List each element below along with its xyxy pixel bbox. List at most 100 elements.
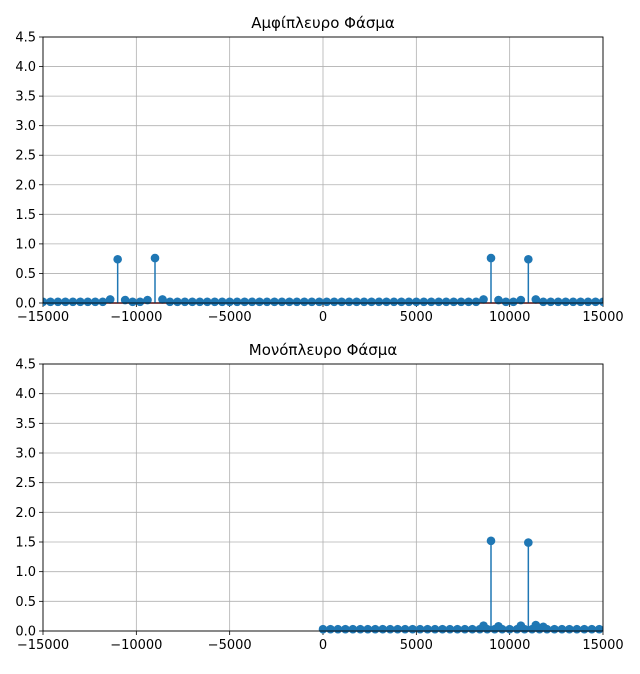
y-tick-label: 4.0 — [15, 387, 36, 402]
stem-marker — [76, 297, 85, 307]
axes-frame — [42, 363, 604, 632]
y-tick-label: 0.0 — [15, 297, 36, 312]
stem-marker — [352, 297, 361, 307]
stem-marker — [143, 295, 152, 305]
stem-marker — [591, 297, 600, 307]
stem-marker — [150, 253, 160, 263]
stem-marker — [337, 297, 346, 307]
stem-marker — [580, 624, 589, 634]
chart-title: Μονόπλευρο Φάσμα — [249, 341, 398, 359]
stem-marker — [572, 624, 582, 634]
stem-marker — [367, 297, 376, 307]
stem-marker — [314, 297, 324, 307]
stem-marker — [385, 624, 395, 634]
stem-marker — [113, 254, 122, 264]
stem-marker — [553, 297, 563, 307]
stem-marker — [277, 297, 287, 307]
stem-marker — [195, 297, 205, 307]
stem-marker — [341, 624, 350, 634]
stem-marker — [217, 297, 227, 307]
y-tick-label: 3.0 — [15, 119, 36, 134]
stem-marker — [516, 295, 526, 305]
stem-marker — [247, 297, 257, 307]
stem-marker — [292, 297, 302, 307]
one-sided-spectrum-panel: −15000 −10000 −5000 0 5000 10000 15000 0.0 0.5 1.… — [15, 341, 623, 653]
stem-marker — [505, 624, 514, 634]
x-tick-label: −15000 — [17, 638, 69, 653]
stem-marker — [468, 624, 477, 634]
x-tick-label: −5000 — [208, 310, 252, 325]
stem-marker — [587, 624, 597, 634]
x-tick-label: −5000 — [208, 638, 252, 653]
x-tick-label: 0 — [319, 310, 327, 325]
x-tick-label: 15000 — [582, 638, 623, 653]
chart-title: Αμφίπλευρο Φάσμα — [251, 14, 395, 32]
stem-marker — [173, 297, 182, 307]
x-tick-label: 5000 — [400, 310, 433, 325]
stem-marker — [486, 536, 496, 546]
y-tick-label: 0.5 — [15, 267, 36, 282]
stem-marker — [408, 624, 417, 634]
stem-marker — [232, 297, 242, 307]
y-tick-label: 4.0 — [15, 60, 36, 75]
stem-marker — [83, 297, 93, 307]
stem-marker — [524, 538, 533, 547]
stem-marker — [90, 297, 100, 307]
stem-marker — [419, 297, 429, 307]
two-sided-spectrum-panel: −15000 −10000 −5000 0 5000 10000 15000 0.0 0.5 1.… — [15, 14, 623, 325]
stem-marker — [576, 297, 585, 307]
x-tick-label: −10000 — [110, 310, 162, 325]
stem-marker — [344, 297, 354, 307]
stem-marker — [53, 297, 63, 307]
stem-marker — [270, 297, 279, 307]
stem-marker — [105, 295, 115, 304]
x-tick-label: −15000 — [17, 310, 69, 325]
stem-marker — [370, 624, 380, 634]
stem-marker — [445, 624, 455, 634]
stem-marker — [285, 297, 294, 307]
stem-marker — [326, 624, 335, 634]
stem-marker — [542, 624, 552, 634]
stem-marker — [583, 297, 593, 307]
stem-series — [43, 253, 603, 307]
x-tick-label: 10000 — [489, 310, 530, 325]
stem-marker — [438, 624, 447, 634]
stem-marker — [333, 624, 343, 634]
y-tick-label: 1.0 — [15, 565, 36, 580]
stem-marker — [61, 297, 70, 307]
y-tick-label: 2.5 — [15, 149, 36, 164]
y-tick-label: 4.5 — [15, 358, 36, 373]
stem-marker — [300, 297, 309, 307]
stem-marker — [359, 297, 369, 307]
stem-marker — [557, 624, 567, 634]
stem-marker — [225, 297, 234, 307]
y-tick-label: 2.5 — [15, 476, 36, 491]
stem-marker — [426, 297, 436, 307]
y-tick-label: 0.5 — [15, 595, 36, 610]
stem-marker — [479, 295, 488, 304]
stem-marker — [329, 297, 339, 307]
y-tick-label: 2.0 — [15, 178, 36, 193]
axes-frame — [42, 36, 604, 304]
stem-marker — [412, 297, 421, 307]
y-tick-label: 3.5 — [15, 417, 36, 432]
stem-marker — [423, 624, 432, 634]
stem-marker — [531, 295, 541, 304]
stem-marker — [68, 297, 78, 307]
stem-marker — [509, 297, 518, 307]
stem-marker — [460, 624, 470, 634]
stem-marker — [46, 297, 55, 307]
stem-marker — [471, 297, 481, 307]
stem-marker — [441, 297, 451, 307]
stem-marker — [404, 297, 414, 307]
stem-marker — [43, 297, 48, 307]
stem-marker — [382, 297, 391, 307]
stem-marker — [497, 624, 507, 634]
x-tick-label: 10000 — [489, 638, 530, 653]
stem-marker — [397, 297, 406, 307]
stem-marker — [464, 297, 473, 307]
x-tick-label: 15000 — [582, 310, 623, 325]
stem-marker — [165, 297, 175, 307]
stem-marker — [262, 297, 272, 307]
y-tick-label: 0.0 — [15, 625, 36, 640]
